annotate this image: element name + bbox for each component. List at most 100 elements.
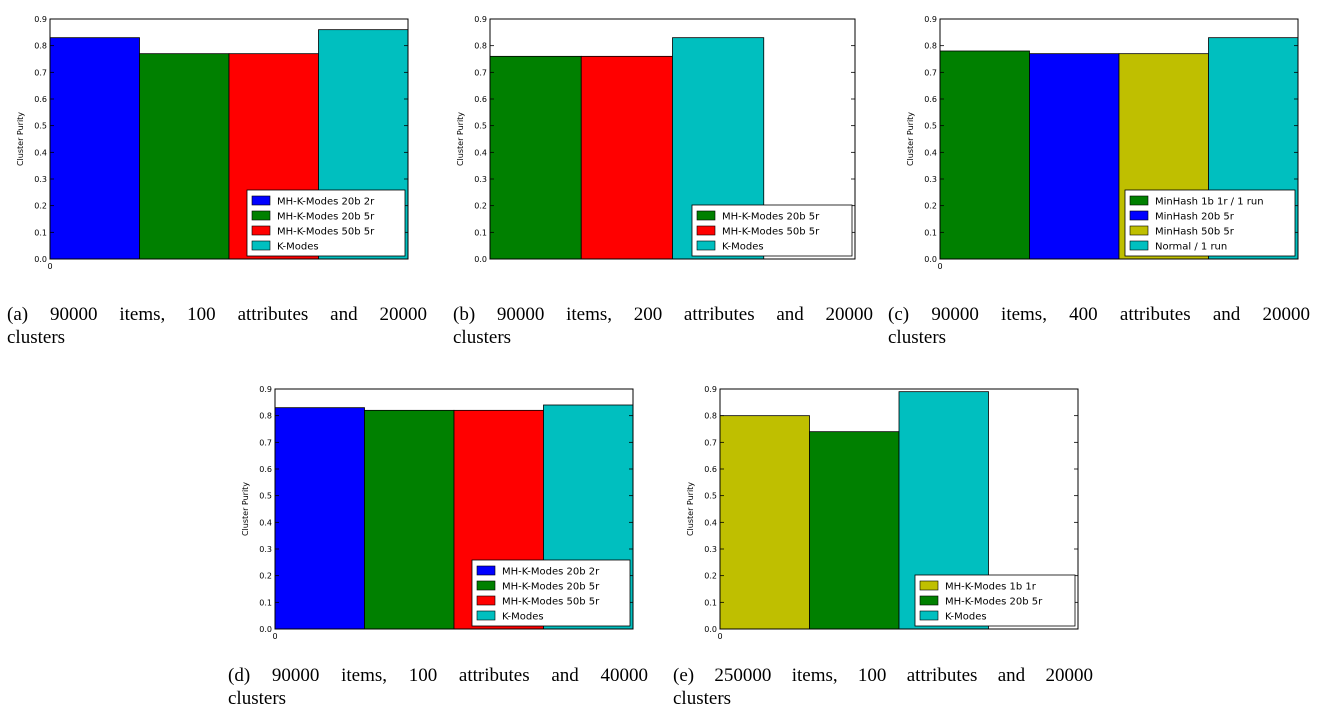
bar-1	[49, 37, 140, 260]
legend-label: Normal / 1 run	[1155, 242, 1227, 253]
legend-label: MH-K-Modes 20b 2r	[277, 197, 375, 208]
axes-frame	[489, 18, 856, 260]
legend-label: MH-K-Modes 50b 5r	[502, 597, 600, 608]
bar-2	[580, 55, 673, 260]
bar-1	[489, 55, 582, 260]
y-tick-label: 0.5	[474, 122, 487, 131]
bar-chart-e: 0.0 0.1 0.2 0.3 0.4 0.5 0.6 0.7 0.8 0.9 0 Cluster P…	[686, 385, 1079, 641]
y-tick-label: 0.6	[259, 465, 272, 474]
legend-swatch	[696, 210, 716, 221]
legend-label: K-Modes	[722, 242, 764, 253]
legend-label: MinHash 1b 1r / 1 run	[1155, 197, 1264, 208]
caption-c-line1: (c) 90000 items, 400 attributes and 2000…	[888, 304, 1310, 325]
x-tick-label: 0	[717, 632, 722, 641]
bar-1	[274, 407, 365, 630]
y-tick-label: 0.1	[924, 228, 937, 237]
legend-label: MH-K-Modes 50b 5r	[277, 227, 375, 238]
legend-box	[1124, 189, 1296, 257]
y-tick-label: 0.0	[474, 255, 487, 264]
caption-b: (b) 90000 items, 200 attributes and 2000…	[453, 303, 873, 349]
caption-a-line2: clusters	[7, 327, 66, 348]
y-tick-label: 0.2	[474, 202, 487, 211]
bar-chart-c: 0.0 0.1 0.2 0.3 0.4 0.5 0.6 0.7 0.8 0.9 0 Cluster P…	[906, 15, 1299, 271]
axes-frame	[939, 18, 1299, 260]
legend-swatch	[251, 240, 271, 251]
bar-2	[809, 431, 900, 630]
x-tick-label: 0	[937, 262, 942, 271]
legend-swatch	[476, 595, 496, 606]
bar-chart-a: 0.0 0.1 0.2 0.3 0.4 0.5 0.6 0.7 0.8 0.9 0 Cluster P…	[16, 15, 409, 271]
bar-2	[364, 409, 455, 630]
legend-swatch	[1129, 225, 1149, 236]
y-tick-label: 0.2	[924, 202, 937, 211]
y-tick-label: 0.0	[259, 625, 272, 634]
axes-frame	[49, 18, 409, 260]
legend-box	[691, 204, 853, 257]
y-tick-label: 0.4	[259, 518, 272, 527]
legend-label: K-Modes	[277, 242, 319, 253]
caption-e: (e) 250000 items, 100 attributes and 200…	[673, 664, 1093, 710]
legend-swatch	[476, 565, 496, 576]
y-tick-label: 0.9	[704, 385, 717, 394]
caption-a-line1: (a) 90000 items, 100 attributes and 2000…	[7, 304, 427, 325]
y-axis-label: Cluster Purity	[16, 112, 25, 166]
bar-chart-b: 0.0 0.1 0.2 0.3 0.4 0.5 0.6 0.7 0.8 0.9 Cluster Pu…	[456, 15, 856, 264]
y-tick-label: 0.3	[704, 545, 717, 554]
y-tick-label: 0.6	[34, 95, 47, 104]
y-tick-label: 0.8	[924, 42, 937, 51]
y-tick-label: 0.4	[924, 148, 937, 157]
y-tick-label: 0.7	[924, 68, 937, 77]
legend-label: MinHash 50b 5r	[1155, 227, 1235, 238]
legend-swatch	[476, 610, 496, 621]
chart-panel-a: 0.0 0.1 0.2 0.3 0.4 0.5 0.6 0.7 0.8 0.9 0 Cluster P…	[0, 0, 420, 280]
legend-swatch	[251, 195, 271, 206]
legend-swatch	[919, 580, 939, 591]
chart-panel-c: 0.0 0.1 0.2 0.3 0.4 0.5 0.6 0.7 0.8 0.9 0 Cluster P…	[890, 0, 1310, 280]
legend-swatch	[1129, 240, 1149, 251]
y-tick-label: 0.9	[474, 15, 487, 24]
legend-label: MH-K-Modes 20b 2r	[502, 567, 600, 578]
legend-label: MH-K-Modes 1b 1r	[945, 582, 1037, 593]
y-tick-label: 0.8	[34, 42, 47, 51]
x-tick-label: 0	[272, 632, 277, 641]
axes-frame	[274, 388, 634, 630]
legend-swatch	[919, 595, 939, 606]
y-tick-label: 0.3	[924, 175, 937, 184]
legend-label: MH-K-Modes 20b 5r	[277, 212, 375, 223]
y-tick-label: 0.3	[474, 175, 487, 184]
bar-2	[1029, 53, 1120, 260]
y-tick-label: 0.8	[704, 412, 717, 421]
y-tick-label: 0.5	[259, 492, 272, 501]
y-tick-label: 0.3	[259, 545, 272, 554]
x-tick-label: 0	[47, 262, 52, 271]
caption-e-line1: (e) 250000 items, 100 attributes and 200…	[673, 665, 1093, 686]
legend-swatch	[1129, 195, 1149, 206]
y-axis-label: Cluster Purity	[241, 482, 250, 536]
y-tick-label: 0.6	[474, 95, 487, 104]
y-tick-label: 0.4	[704, 518, 717, 527]
y-tick-label: 0.1	[259, 598, 272, 607]
y-tick-label: 0.6	[704, 465, 717, 474]
y-tick-label: 0.4	[34, 148, 47, 157]
legend-label: MH-K-Modes 50b 5r	[722, 227, 820, 238]
y-tick-label: 0.1	[704, 598, 717, 607]
bar-chart-d: 0.0 0.1 0.2 0.3 0.4 0.5 0.6 0.7 0.8 0.9 0 Cluster P…	[241, 385, 634, 641]
caption-c: (c) 90000 items, 400 attributes and 2000…	[888, 303, 1310, 349]
y-tick-label: 0.9	[924, 15, 937, 24]
y-tick-label: 0.6	[924, 95, 937, 104]
legend-swatch	[476, 580, 496, 591]
y-axis-label: Cluster Purity	[686, 482, 695, 536]
y-tick-label: 0.8	[259, 412, 272, 421]
legend-label: MH-K-Modes 20b 5r	[502, 582, 600, 593]
caption-d-line2: clusters	[228, 688, 287, 709]
y-tick-label: 0.7	[34, 68, 47, 77]
chart-panel-e: 0.0 0.1 0.2 0.3 0.4 0.5 0.6 0.7 0.8 0.9 0 Cluster P…	[670, 370, 1090, 650]
y-axis-label: Cluster Purity	[456, 112, 465, 166]
y-tick-label: 0.9	[259, 385, 272, 394]
legend-box	[246, 189, 406, 257]
legend-swatch	[696, 240, 716, 251]
legend-swatch	[1129, 210, 1149, 221]
y-tick-label: 0.2	[259, 572, 272, 581]
legend-box	[471, 559, 631, 627]
legend-swatch	[251, 225, 271, 236]
